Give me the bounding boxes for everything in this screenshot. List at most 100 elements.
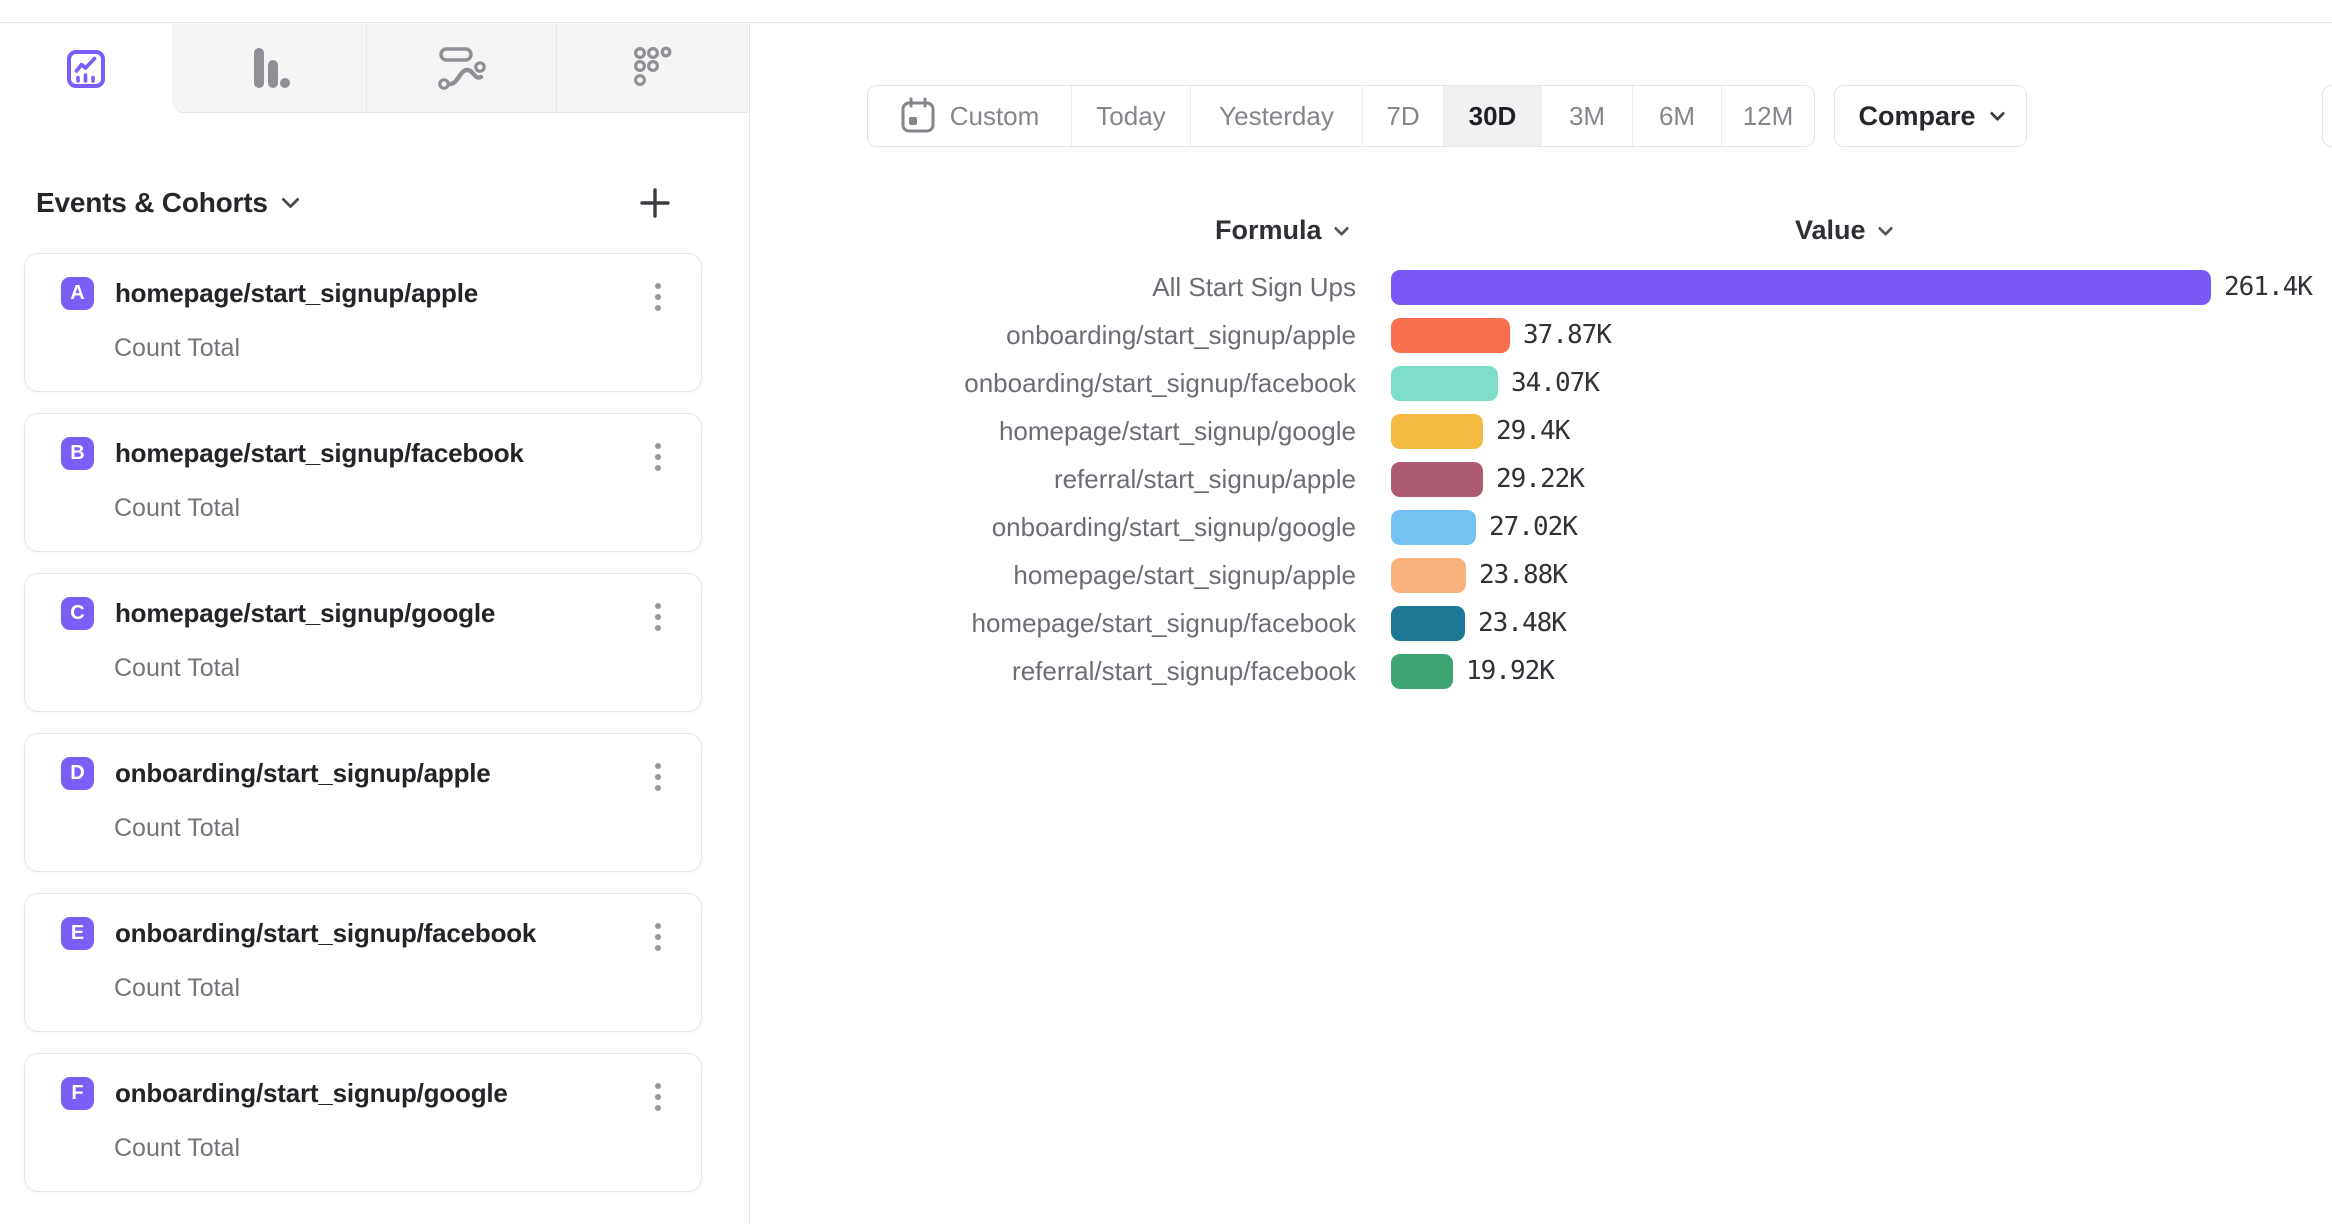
event-card[interactable]: D onboarding/start_signup/apple Count To… (24, 733, 702, 872)
tab-flows[interactable] (366, 24, 556, 113)
date-range-label: 7D (1386, 100, 1420, 131)
date-range-yesterday[interactable]: Yesterday (1191, 86, 1363, 146)
bar-label: homepage/start_signup/facebook (971, 607, 1357, 638)
bar[interactable] (1391, 509, 1476, 545)
event-card-top: A homepage/start_signup/apple (61, 277, 701, 310)
compare-button[interactable]: Compare (1834, 85, 2027, 147)
chart-type-tabbar (0, 24, 749, 113)
event-aggregation[interactable]: Count Total (114, 974, 241, 1002)
event-badge: D (61, 757, 94, 790)
date-range-6m[interactable]: 6M (1633, 86, 1722, 146)
chart-row: homepage/start_signup/google 29.4K (750, 407, 2312, 455)
bar[interactable] (1391, 269, 2211, 305)
events-cohorts-header: Events & Cohorts (36, 179, 673, 227)
date-range-30d-selected[interactable]: 30D (1444, 86, 1542, 146)
event-card[interactable]: A homepage/start_signup/apple Count Tota… (24, 253, 702, 392)
event-card-top: B homepage/start_signup/facebook (61, 437, 701, 470)
date-range-label: Yesterday (1219, 100, 1334, 131)
bar[interactable] (1391, 461, 1483, 497)
partial-clipped-button[interactable] (2322, 85, 2332, 147)
kebab-menu-icon[interactable] (641, 760, 675, 794)
date-range-custom[interactable]: Custom (868, 86, 1072, 146)
chart-row: onboarding/start_signup/google 27.02K (750, 503, 2312, 551)
compare-label: Compare (1858, 100, 1976, 131)
bar[interactable] (1391, 605, 1465, 641)
bar-value: 29.22K (1496, 464, 1585, 494)
calendar-icon (900, 97, 936, 135)
bar[interactable] (1391, 365, 1498, 401)
chart-row: onboarding/start_signup/facebook 34.07K (750, 359, 2312, 407)
kebab-menu-icon[interactable] (641, 920, 675, 954)
event-aggregation[interactable]: Count Total (114, 494, 241, 522)
chart-row: referral/start_signup/facebook 19.92K (750, 647, 2312, 695)
date-range-label: 12M (1742, 100, 1794, 131)
retention-dots-icon (632, 45, 674, 91)
event-card-top: C homepage/start_signup/google (61, 597, 701, 630)
event-title: homepage/start_signup/apple (115, 278, 479, 308)
bar[interactable] (1391, 653, 1453, 689)
bar-value: 37.87K (1523, 320, 1612, 350)
date-range-label: 30D (1468, 100, 1517, 131)
chevron-down-icon (281, 190, 300, 209)
kebab-menu-icon[interactable] (641, 1080, 675, 1114)
chart-row: All Start Sign Ups 261.4K (750, 263, 2313, 311)
tab-insights-line-chart[interactable] (0, 24, 172, 113)
bar-value: 34.07K (1511, 368, 1600, 398)
date-range-today[interactable]: Today (1072, 86, 1191, 146)
top-strip (0, 0, 2332, 23)
event-badge: A (61, 277, 94, 310)
bar-label: onboarding/start_signup/facebook (964, 367, 1356, 398)
tab-bar-chart[interactable] (172, 24, 366, 113)
event-card[interactable]: B homepage/start_signup/facebook Count T… (24, 413, 702, 552)
bar-label: referral/start_signup/facebook (1012, 655, 1356, 686)
event-badge: E (61, 917, 94, 950)
events-cohorts-title[interactable]: Events & Cohorts (36, 187, 268, 218)
date-range-12m[interactable]: 12M (1722, 86, 1814, 146)
chart-row: referral/start_signup/apple 29.22K (750, 455, 2312, 503)
kebab-menu-icon[interactable] (641, 440, 675, 474)
date-range-label: Today (1096, 100, 1166, 131)
date-range-label: 3M (1568, 100, 1606, 131)
event-aggregation[interactable]: Count Total (114, 1134, 241, 1162)
event-card[interactable]: F onboarding/start_signup/google Count T… (24, 1053, 702, 1192)
date-range-label: 6M (1658, 100, 1696, 131)
bar[interactable] (1391, 413, 1483, 449)
bar-value: 19.92K (1466, 656, 1555, 686)
event-aggregation[interactable]: Count Total (114, 334, 241, 362)
date-range-7d[interactable]: 7D (1363, 86, 1444, 146)
kebab-menu-icon[interactable] (641, 600, 675, 634)
event-card[interactable]: E onboarding/start_signup/facebook Count… (24, 893, 702, 1032)
value-column-header[interactable]: Value (1795, 212, 1893, 248)
bar-label: homepage/start_signup/google (998, 415, 1356, 446)
event-badge: B (61, 437, 94, 470)
query-sidebar: Events & Cohorts A homepage/start_signup… (0, 24, 750, 1224)
bar[interactable] (1391, 557, 1466, 593)
event-badge: F (61, 1077, 94, 1110)
chevron-down-icon (1989, 105, 2005, 121)
bar-value: 27.02K (1489, 512, 1578, 542)
event-title: onboarding/start_signup/facebook (115, 918, 537, 948)
bar-value: 23.88K (1479, 560, 1568, 590)
event-title: onboarding/start_signup/google (115, 1078, 508, 1108)
bar-value: 261.4K (2224, 272, 2313, 302)
chart-row: onboarding/start_signup/apple 37.87K (750, 311, 2312, 359)
tab-retention[interactable] (556, 24, 748, 113)
bar-label: onboarding/start_signup/apple (1006, 319, 1356, 350)
event-card-top: D onboarding/start_signup/apple (61, 757, 701, 790)
formula-header-label: Formula (1215, 214, 1322, 245)
value-header-label: Value (1795, 214, 1866, 245)
kebab-menu-icon[interactable] (641, 280, 675, 314)
event-aggregation[interactable]: Count Total (114, 814, 241, 842)
date-range-selector: Custom Today Yesterday 7D 30D 3M 6M 12M (867, 85, 1815, 147)
bar-value: 23.48K (1478, 608, 1567, 638)
bar[interactable] (1391, 317, 1510, 353)
date-range-3m[interactable]: 3M (1542, 86, 1633, 146)
formula-column-header[interactable]: Formula (1215, 212, 1349, 248)
add-event-button[interactable] (637, 185, 673, 221)
flows-icon (437, 45, 486, 91)
event-aggregation[interactable]: Count Total (114, 654, 241, 682)
event-card[interactable]: C homepage/start_signup/google Count Tot… (24, 573, 702, 712)
bar-label: homepage/start_signup/apple (1013, 559, 1356, 590)
event-title: homepage/start_signup/google (115, 598, 496, 628)
event-title: homepage/start_signup/facebook (115, 438, 524, 468)
